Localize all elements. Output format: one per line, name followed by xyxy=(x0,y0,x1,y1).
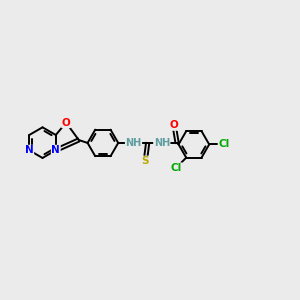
Text: Cl: Cl xyxy=(219,140,230,149)
Text: O: O xyxy=(62,118,70,128)
Text: S: S xyxy=(142,156,149,166)
Text: NH: NH xyxy=(154,138,170,148)
Text: NH: NH xyxy=(125,138,142,148)
Text: N: N xyxy=(25,145,34,155)
Text: O: O xyxy=(170,120,178,130)
Text: N: N xyxy=(51,145,60,155)
Text: Cl: Cl xyxy=(171,163,182,173)
